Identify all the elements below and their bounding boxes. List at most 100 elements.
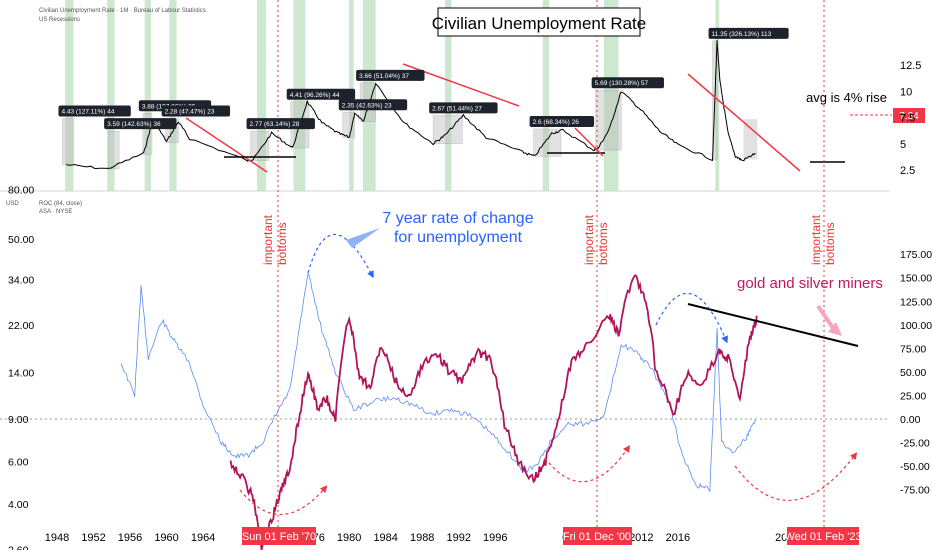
recession-band [65, 0, 74, 191]
box-label-bg [58, 105, 131, 117]
important-label: important [809, 214, 823, 265]
recession-band [542, 0, 550, 191]
box-label-bg [529, 116, 595, 128]
top-y-tick: 12.5 [900, 60, 921, 72]
date-tags: Sun 01 Feb '70 Fri 01 Dec '00 Wed 01 Feb… [242, 527, 862, 545]
top-y-tick: 10 [900, 86, 912, 98]
bottoms-label: bottoms [596, 222, 610, 265]
axes: 2.5 5 7.5 10 12.5 175.00 150.00 125.00 100.00 75.… [8, 60, 932, 550]
x-tick: 1988 [410, 532, 434, 544]
bottom-series [120, 272, 758, 550]
box-label-text: 3.59 (142.63%) 36 [107, 121, 161, 128]
box-label: 2.6 (68.34%) 26 [529, 116, 595, 128]
right-y-tick: 100.00 [900, 320, 932, 332]
x-tick: 1948 [45, 532, 69, 544]
recession-band [169, 0, 177, 191]
bottoms-label: bottoms [275, 222, 289, 265]
important-label: important [261, 214, 275, 265]
bottoms-label: bottoms [823, 222, 837, 265]
recession-band [362, 0, 376, 191]
rise-box [142, 113, 153, 155]
date-tag-2000-label: Fri 01 Dec '00 [563, 531, 631, 543]
box-label: 2.35 (42.63%) 23 [338, 99, 408, 111]
box-label-text: 2.28 (47.47%) 23 [165, 109, 215, 116]
roc-note-2: for unemployment [394, 229, 523, 246]
arc-blue-1975 [307, 233, 374, 279]
arc-blue-2010 [655, 292, 728, 344]
gold-silver-note: gold and silver miners [737, 275, 883, 292]
right-y-tick: 175.00 [900, 249, 932, 261]
recession-band [603, 0, 619, 191]
right-y-tick: 50.00 [900, 367, 926, 379]
chart-title: Civilian Unemployment Rate [432, 14, 646, 33]
x-tick: 1952 [81, 532, 105, 544]
unemployment-line [66, 40, 756, 170]
box-label: 2.77 (63.14%) 28 [246, 118, 315, 130]
recession-band [107, 0, 115, 191]
x-tick: 2012 [629, 532, 653, 544]
box-label-bg [429, 102, 498, 114]
important-bottoms-2000: important bottoms [582, 214, 610, 265]
important-label: important [582, 214, 596, 265]
x-tick: 1980 [337, 532, 361, 544]
asa-line [229, 274, 758, 550]
box-label-bg [356, 69, 425, 81]
roc-line [120, 272, 756, 493]
left-y-tick: 14.00 [8, 368, 34, 380]
right-y-tick: 125.00 [900, 296, 932, 308]
left-y-tick: 50.00 [8, 234, 34, 246]
x-tick: 1960 [154, 532, 178, 544]
left-y-tick: 80.00 [8, 185, 34, 197]
important-bottoms-2023: important bottoms [809, 214, 837, 265]
right-y-tick: -75.00 [900, 485, 930, 497]
top-y-tick: 2.5 [900, 165, 915, 177]
box-label-text: 2.67 (51.44%) 27 [432, 105, 482, 112]
rise-box [62, 118, 74, 166]
date-tag-1970-label: Sun 01 Feb '70 [242, 531, 316, 543]
roc-label: ROC (84, close) [39, 201, 82, 207]
box-label: 11.35 (326.13%) 113 [708, 27, 789, 39]
recession-band [256, 0, 267, 191]
trendline-red [185, 117, 268, 173]
left-y-tick: 4.00 [8, 499, 29, 511]
box-label-text: 4.43 (127.11%) 44 [61, 109, 114, 116]
right-y-tick: 25.00 [900, 390, 926, 402]
right-y-tick: -25.00 [900, 438, 930, 450]
arcs [239, 233, 858, 515]
asa-label: ASA · NYSE [39, 209, 72, 215]
bottom-markers [277, 0, 825, 540]
box-label: 4.43 (127.11%) 44 [58, 105, 131, 117]
left-y-tick: 34.00 [8, 274, 34, 286]
right-y-tick: 150.00 [900, 273, 932, 285]
rise-box [107, 130, 120, 170]
recessions-label: US Recessions [39, 17, 80, 23]
rise-box [432, 115, 463, 145]
x-tick: 1964 [191, 532, 215, 544]
left-y-tick: 2.60 [8, 544, 29, 550]
left-y-tick: 9.00 [8, 414, 29, 426]
box-label-bg [708, 27, 789, 39]
box-label-bg [104, 118, 177, 130]
rise-box [250, 130, 270, 161]
miners-arrow [816, 304, 835, 330]
box-label: 3.59 (142.63%) 36 [104, 118, 177, 130]
right-y-tick: 75.00 [900, 343, 926, 355]
x-tick: 1992 [446, 532, 470, 544]
box-label: 4.41 (96.26%) 44 [286, 88, 356, 100]
box-label-bg [161, 105, 231, 117]
price-tag [893, 108, 925, 123]
box-label-text: 3.66 (51.04%) 37 [359, 73, 409, 80]
price-tag-label: 7.34 [899, 111, 919, 122]
box-label-bg [246, 118, 315, 130]
title-box [437, 7, 641, 37]
box-label: 2.28 (47.47%) 23 [161, 105, 231, 117]
unemployment-series [66, 40, 756, 170]
box-label: 3.66 (51.04%) 37 [356, 69, 425, 81]
date-tag-2023-label: Wed 01 Feb '23 [784, 531, 861, 543]
rise-box [595, 89, 622, 151]
right-y-tick: 0.00 [900, 414, 921, 426]
date-tag-2000 [563, 527, 632, 545]
rise-box-current [743, 119, 758, 160]
box-label-bg [338, 99, 408, 111]
